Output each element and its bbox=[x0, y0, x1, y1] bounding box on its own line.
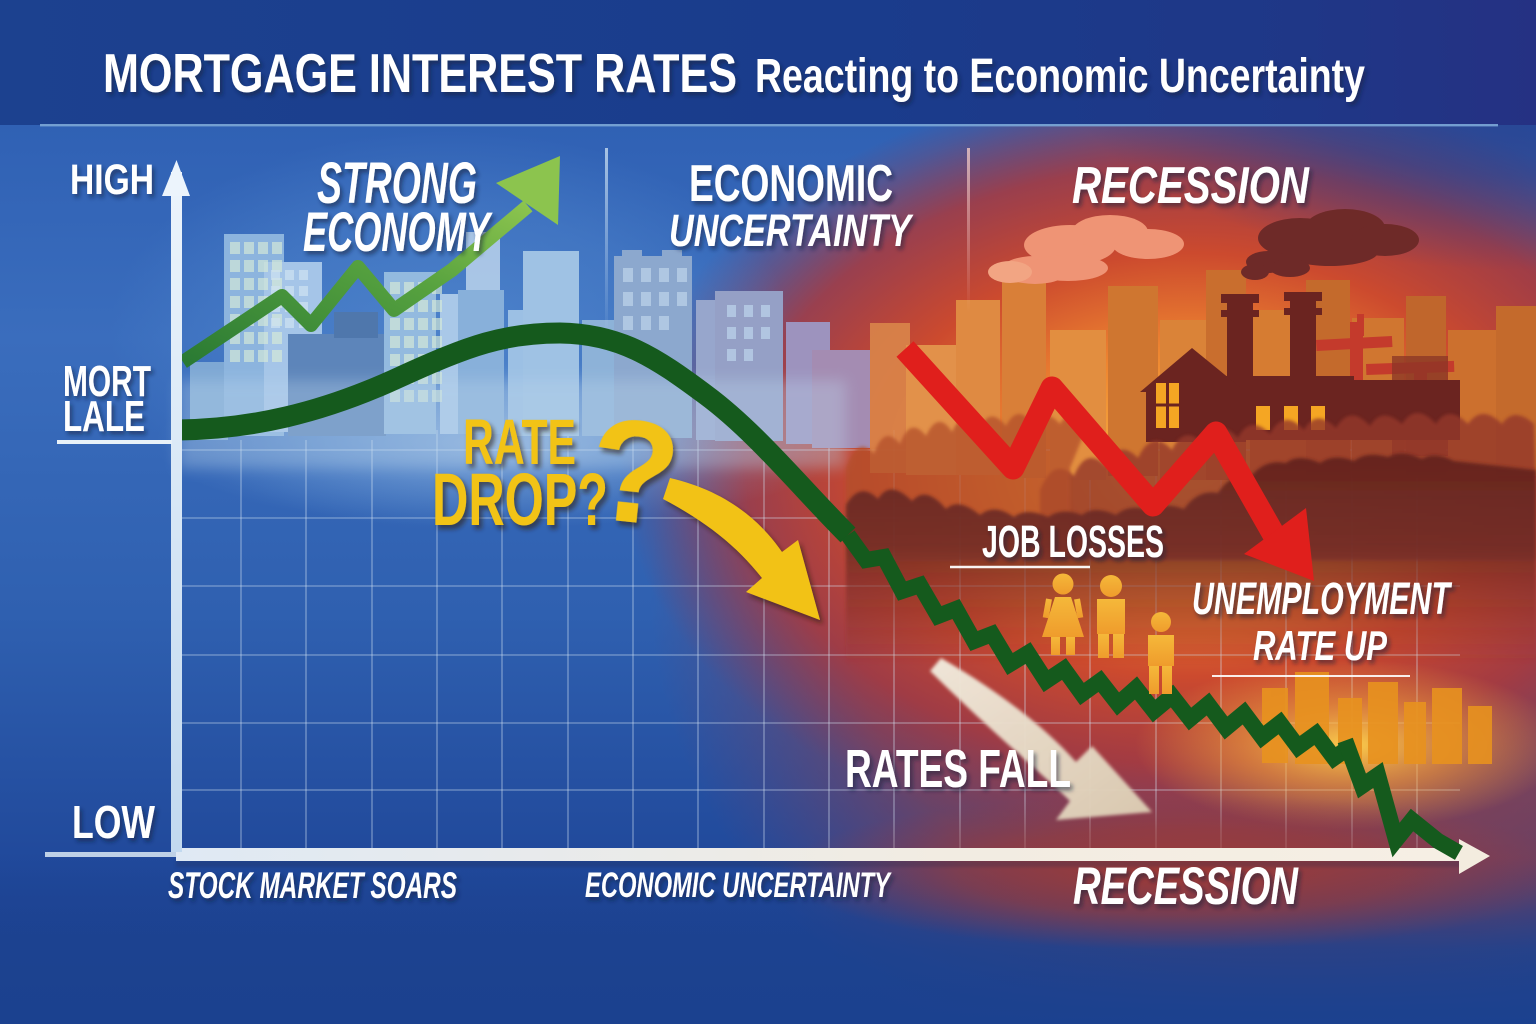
svg-text:RECESSION: RECESSION bbox=[1072, 157, 1310, 215]
svg-text:STOCK MARKET SOARS: STOCK MARKET SOARS bbox=[168, 865, 457, 906]
svg-text:LALE: LALE bbox=[63, 392, 145, 441]
svg-text:LOW: LOW bbox=[72, 796, 155, 848]
svg-text:RATE UP: RATE UP bbox=[1253, 622, 1388, 669]
svg-text:UNEMPLOYMENT: UNEMPLOYMENT bbox=[1192, 573, 1452, 624]
svg-text:UNCERTAINTY: UNCERTAINTY bbox=[669, 205, 914, 256]
svg-text:MORT: MORT bbox=[63, 357, 151, 406]
svg-text:HIGH: HIGH bbox=[70, 156, 154, 204]
svg-text:RATE: RATE bbox=[463, 406, 576, 478]
svg-text:STRONG: STRONG bbox=[317, 151, 477, 216]
svg-text:RATES FALL: RATES FALL bbox=[845, 739, 1071, 799]
svg-text:ECONOMIC: ECONOMIC bbox=[689, 155, 893, 213]
svg-text:ECONOMIC UNCERTAINTY: ECONOMIC UNCERTAINTY bbox=[585, 866, 892, 905]
svg-text:?: ? bbox=[582, 386, 688, 557]
svg-text:MORTGAGE INTEREST RATES: MORTGAGE INTEREST RATES bbox=[103, 42, 737, 104]
svg-text:RECESSION: RECESSION bbox=[1073, 857, 1299, 916]
svg-text:DROP?: DROP? bbox=[432, 458, 608, 541]
svg-text:Reacting to Economic Uncertain: Reacting to Economic Uncertainty bbox=[755, 50, 1365, 103]
svg-text:JOB LOSSES: JOB LOSSES bbox=[982, 516, 1164, 567]
svg-text:ECONOMY: ECONOMY bbox=[303, 200, 493, 263]
